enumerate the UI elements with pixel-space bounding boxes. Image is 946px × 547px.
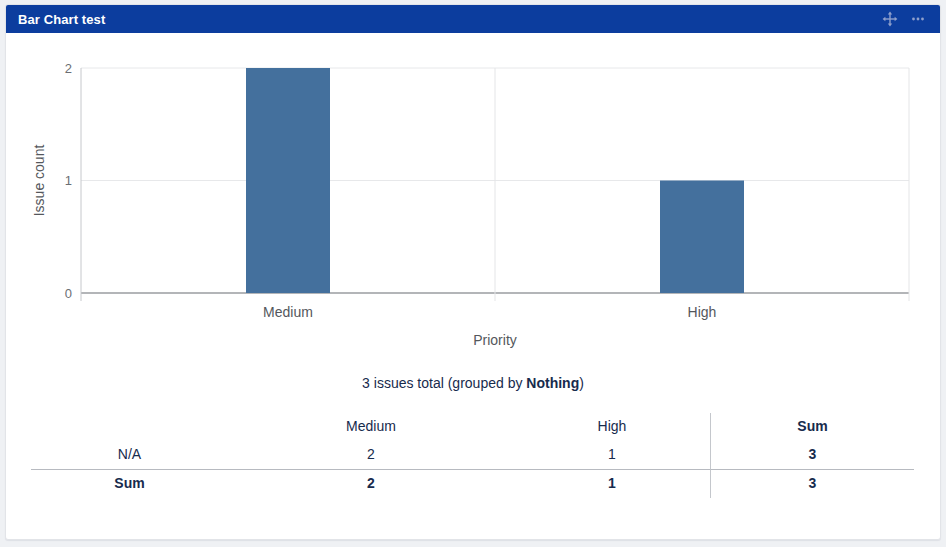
bar-chart: 0 1 2 Medium High Issue count Priority xyxy=(6,45,940,357)
summary-suffix: ) xyxy=(579,375,584,391)
table-cell: 2 xyxy=(228,469,514,498)
table-cell-sum: 3 xyxy=(710,441,914,469)
gadget-title: Bar Chart test xyxy=(18,12,882,27)
table-header-empty xyxy=(31,413,228,441)
svg-text:Medium: Medium xyxy=(263,304,313,320)
svg-text:High: High xyxy=(688,304,717,320)
table-header-high: High xyxy=(514,413,710,441)
bar-chart-gadget: Bar Chart test xyxy=(5,4,941,540)
table-cell: 1 xyxy=(514,441,710,469)
move-icon[interactable] xyxy=(882,11,898,27)
gadget-header-actions xyxy=(882,11,926,27)
summary-group-by: Nothing xyxy=(526,375,579,391)
table-row-label-sum: Sum xyxy=(31,469,228,498)
more-options-icon[interactable] xyxy=(910,11,926,27)
table-cell: 1 xyxy=(514,469,710,498)
table-header-sum: Sum xyxy=(710,413,914,441)
table-header-medium: Medium xyxy=(228,413,514,441)
chart-area: 0 1 2 Medium High Issue count Priority xyxy=(6,45,940,361)
issues-summary: 3 issues total (grouped by Nothing) xyxy=(6,375,940,391)
table-cell-sum: 3 xyxy=(710,469,914,498)
svg-text:Issue count: Issue count xyxy=(31,145,47,217)
svg-text:2: 2 xyxy=(65,61,72,76)
table-row-label: N/A xyxy=(31,441,228,469)
gadget-header: Bar Chart test xyxy=(6,5,940,33)
svg-text:1: 1 xyxy=(65,173,72,188)
svg-text:0: 0 xyxy=(65,286,72,301)
summary-prefix: 3 issues total (grouped by xyxy=(362,375,526,391)
totals-table: Medium High Sum N/A 2 1 3 Sum 2 1 3 xyxy=(31,413,912,498)
table-cell: 2 xyxy=(228,441,514,469)
svg-text:Priority: Priority xyxy=(473,332,517,348)
